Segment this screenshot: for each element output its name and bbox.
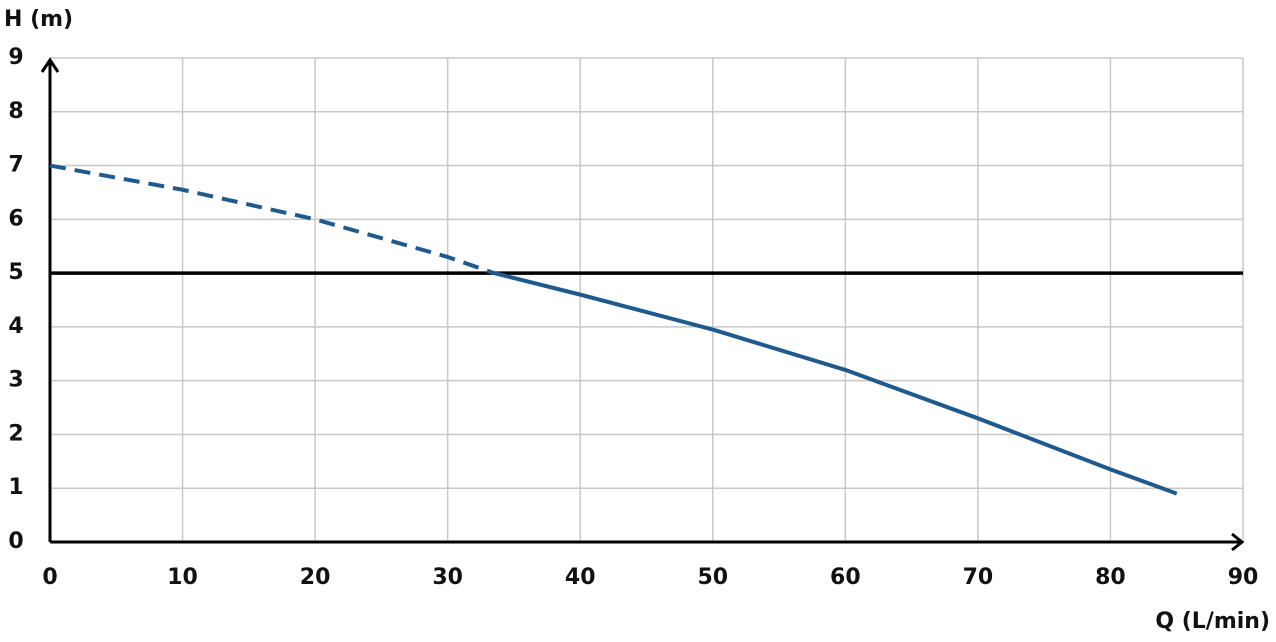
x-axis-label: Q (L/min) (1155, 609, 1270, 634)
x-tick-label: 90 (1228, 565, 1259, 590)
y-tick-label: 6 (8, 206, 23, 231)
y-tick-label: 2 (8, 421, 23, 446)
x-tick-label: 0 (42, 565, 57, 590)
y-tick-label: 8 (8, 99, 23, 124)
y-tick-label: 4 (8, 314, 23, 339)
x-tick-label: 40 (565, 565, 596, 590)
y-tick-label: 0 (8, 529, 23, 554)
curve (493, 271, 1178, 496)
y-tick-label: 7 (8, 153, 23, 178)
y-tick-label: 9 (8, 45, 23, 70)
curve (49, 163, 495, 276)
x-tick-label: 20 (300, 565, 331, 590)
x-tick-label: 10 (167, 565, 198, 590)
x-axis (50, 532, 1245, 552)
x-tick-label: 30 (432, 565, 463, 590)
y-tick-label: 3 (8, 368, 23, 393)
x-tick-label: 50 (697, 565, 728, 590)
y-tick-label: 5 (8, 260, 23, 285)
x-tick-label: 80 (1095, 565, 1126, 590)
y-tick-label: 1 (8, 475, 23, 500)
x-tick-label: 70 (963, 565, 994, 590)
x-tick-label: 60 (830, 565, 861, 590)
y-axis (40, 57, 60, 542)
y-axis-label: H (m) (4, 7, 73, 32)
